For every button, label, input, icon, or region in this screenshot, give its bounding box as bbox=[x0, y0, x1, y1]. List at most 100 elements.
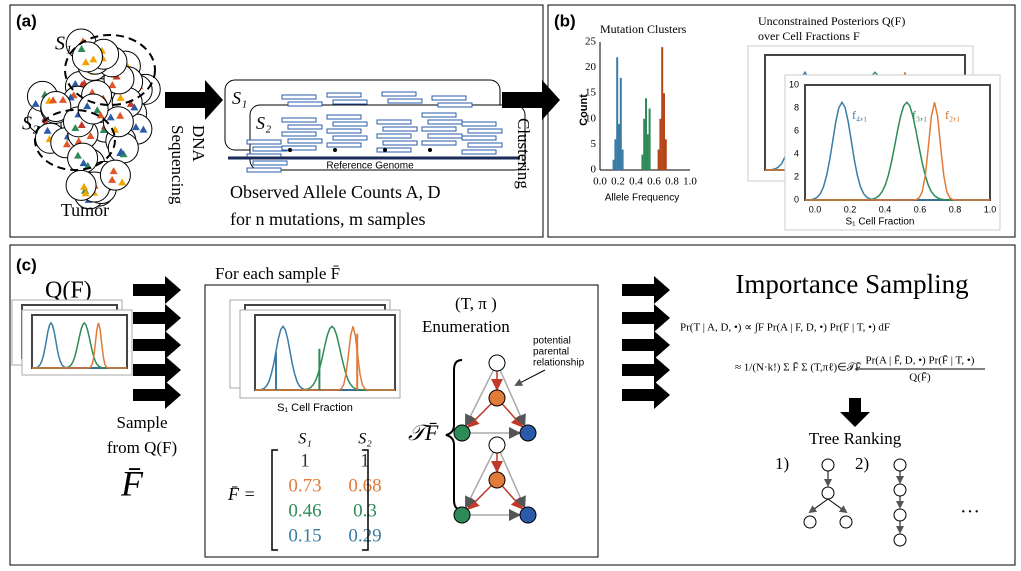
mutation bbox=[117, 147, 126, 155]
tick-label: 5 bbox=[591, 138, 597, 150]
matrix-cell: 0.15 bbox=[288, 525, 321, 546]
tick-label: 1.0 bbox=[984, 204, 997, 214]
tick-label: 8 bbox=[794, 102, 799, 112]
hist-bar bbox=[616, 57, 619, 170]
arrow bbox=[133, 304, 181, 332]
clone-label: S₁ bbox=[55, 33, 72, 55]
mutation bbox=[58, 95, 67, 103]
density-curve bbox=[805, 102, 990, 201]
rank: 2) bbox=[855, 454, 869, 473]
node bbox=[893, 533, 907, 547]
tick-label: 4 bbox=[794, 148, 799, 158]
formula: Q(F̄) bbox=[909, 372, 931, 384]
arrow bbox=[133, 356, 181, 384]
tick-label: 0.2 bbox=[844, 204, 857, 214]
hist-bar bbox=[641, 154, 644, 170]
arrow bbox=[133, 331, 181, 359]
hist-bar bbox=[648, 108, 651, 170]
formula: Pr(A | F̄, D, •) Pr(F̄ | T, •) bbox=[866, 355, 975, 367]
note: potential bbox=[533, 336, 571, 347]
caption: for n mutations, m samples bbox=[230, 209, 425, 229]
plot-bg bbox=[21, 309, 133, 376]
hist-bar bbox=[663, 93, 665, 170]
variant bbox=[428, 148, 432, 152]
axis-label: Allele Frequency bbox=[605, 193, 679, 204]
caption: (T, π ) bbox=[455, 294, 497, 313]
curve-label: f₄,₁ bbox=[852, 108, 867, 122]
read bbox=[461, 135, 497, 141]
mutation bbox=[43, 126, 52, 134]
arrow bbox=[133, 276, 181, 304]
tick-label: 2 bbox=[794, 171, 799, 181]
read bbox=[461, 121, 497, 127]
node bbox=[821, 486, 835, 500]
mutation bbox=[131, 123, 140, 131]
node bbox=[519, 506, 537, 524]
hist-bar bbox=[643, 118, 646, 170]
read bbox=[461, 149, 497, 155]
arrows bbox=[133, 276, 181, 409]
mini-plots bbox=[229, 299, 401, 399]
mutation bbox=[116, 111, 125, 119]
tick-label: 6 bbox=[794, 125, 799, 135]
tick-label: 20 bbox=[585, 61, 597, 73]
variant bbox=[288, 148, 292, 152]
mutation bbox=[108, 81, 117, 89]
tick-label: 0.6 bbox=[914, 204, 927, 214]
hist-bar bbox=[657, 149, 660, 170]
matrix-cell: 0.73 bbox=[288, 475, 321, 496]
node bbox=[839, 515, 853, 529]
density-curve bbox=[255, 326, 395, 391]
step-label: Sequencing bbox=[168, 125, 187, 205]
matrix-cell: 1 bbox=[360, 450, 370, 471]
read bbox=[281, 131, 317, 137]
note: parental bbox=[533, 347, 569, 358]
tumor-label: Tumor bbox=[61, 200, 109, 220]
mutation bbox=[126, 99, 135, 107]
histogram: 0 5 10 15 20 25 0.0 0.2 0.4 0.6 0.8 1.0 bbox=[585, 36, 697, 188]
read bbox=[467, 128, 503, 134]
read bbox=[332, 135, 368, 141]
matrix-cell: 0.68 bbox=[348, 475, 381, 496]
read bbox=[332, 121, 368, 127]
panel-label: (c) bbox=[16, 255, 37, 274]
qf-label: Q(F) bbox=[45, 278, 92, 304]
arrow bbox=[622, 276, 670, 304]
mutation bbox=[71, 80, 80, 88]
read bbox=[382, 140, 418, 146]
mutation bbox=[81, 189, 90, 197]
section-title: Importance Sampling bbox=[735, 269, 968, 299]
hist-bar bbox=[612, 159, 615, 170]
clone-outline bbox=[64, 34, 156, 106]
node bbox=[453, 424, 471, 442]
edge bbox=[827, 498, 848, 514]
mutation bbox=[49, 96, 58, 104]
read bbox=[376, 119, 412, 125]
reads bbox=[246, 91, 503, 173]
hist-bar bbox=[618, 123, 620, 170]
read bbox=[376, 133, 412, 139]
mutation bbox=[62, 140, 71, 148]
node bbox=[488, 471, 506, 489]
read bbox=[387, 98, 423, 104]
formula: Pr(T | A, D, •) ∝ ∫F Pr(A | F, D, •) Pr(… bbox=[680, 322, 890, 334]
read bbox=[281, 117, 317, 123]
mutation bbox=[96, 111, 105, 119]
mutation bbox=[139, 125, 148, 133]
matrix-cell: 0.46 bbox=[288, 500, 321, 521]
hist-bar bbox=[661, 47, 664, 171]
tick-label: 25 bbox=[585, 36, 597, 48]
arrow bbox=[622, 356, 670, 384]
axis-label: S₁ Cell Fraction bbox=[277, 402, 353, 414]
axis-label: S₁ Cell Fraction bbox=[846, 217, 915, 228]
read bbox=[281, 94, 317, 100]
edge bbox=[496, 444, 526, 509]
tick-label: 0.4 bbox=[629, 176, 643, 188]
read bbox=[421, 112, 457, 118]
ranked-trees bbox=[803, 458, 907, 547]
read bbox=[326, 114, 362, 120]
node bbox=[821, 458, 835, 472]
step-label: Clustering bbox=[514, 118, 533, 189]
read bbox=[376, 147, 412, 153]
mutation bbox=[99, 126, 108, 134]
